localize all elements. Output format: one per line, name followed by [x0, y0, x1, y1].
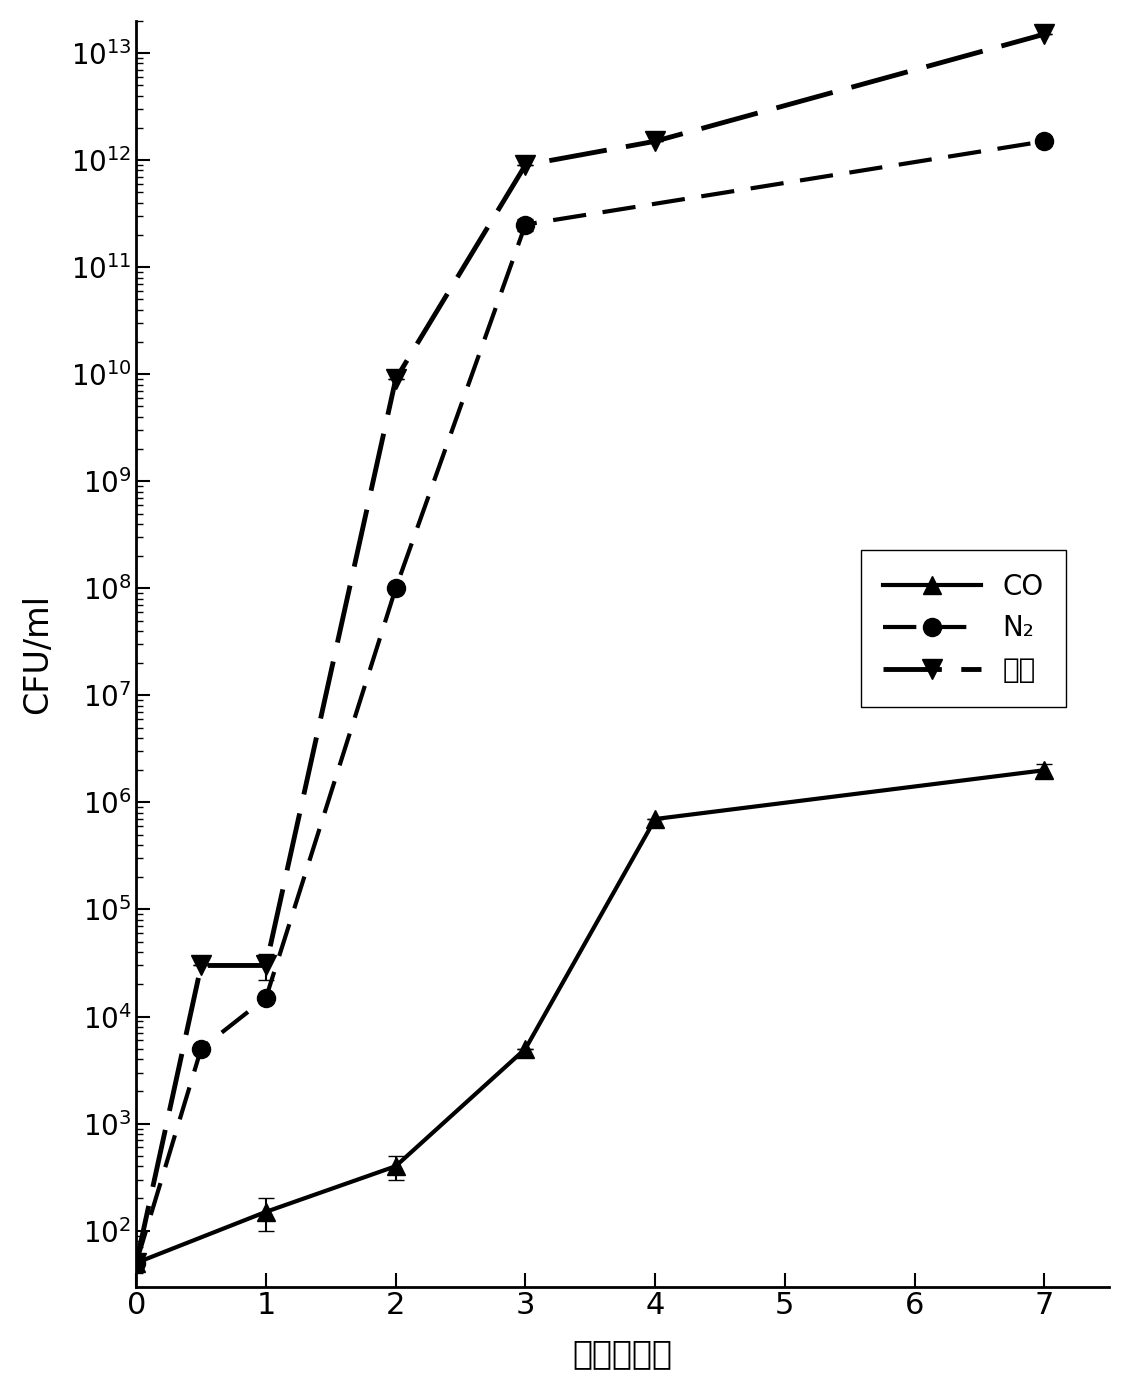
Y-axis label: CFU/ml: CFU/ml — [20, 594, 54, 714]
Legend: CO, N₂, 空气: CO, N₂, 空气 — [861, 551, 1066, 707]
X-axis label: 时间（天）: 时间（天） — [573, 1337, 672, 1370]
